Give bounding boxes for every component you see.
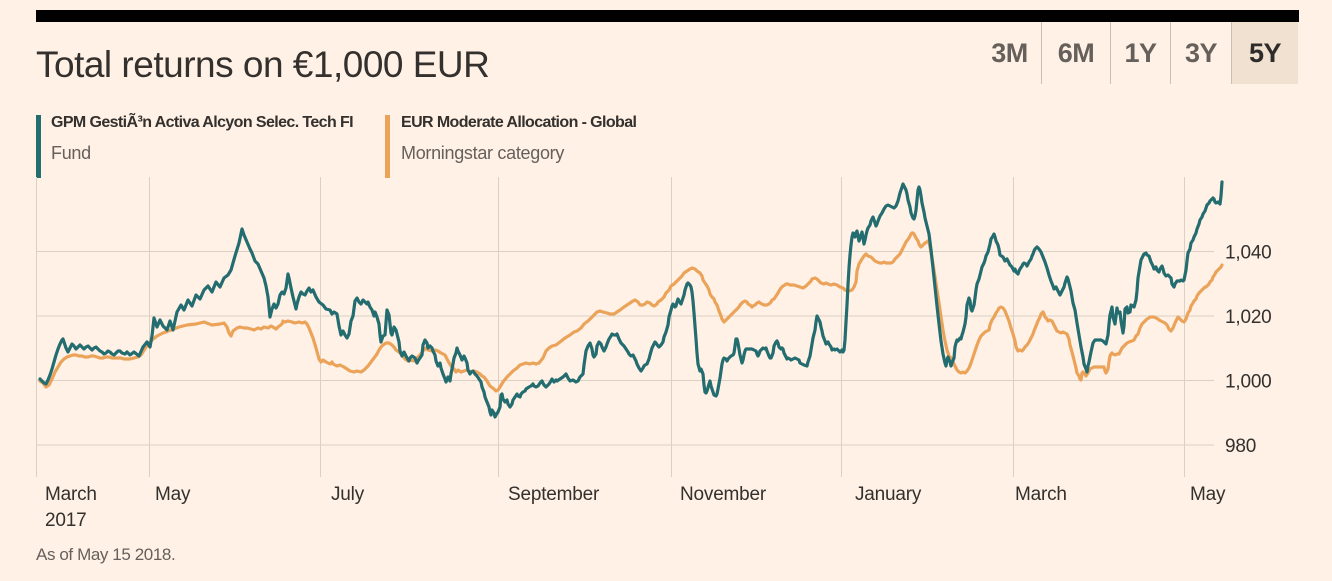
svg-text:1,020: 1,020 <box>1225 307 1272 328</box>
svg-text:November: November <box>680 484 767 505</box>
svg-text:1,000: 1,000 <box>1225 372 1272 393</box>
svg-text:1,040: 1,040 <box>1225 243 1272 264</box>
svg-text:March: March <box>45 484 97 505</box>
svg-text:May: May <box>155 484 191 505</box>
svg-text:January: January <box>855 484 922 505</box>
svg-text:2017: 2017 <box>45 510 86 531</box>
svg-text:980: 980 <box>1225 436 1256 457</box>
svg-text:September: September <box>508 484 600 505</box>
svg-text:July: July <box>331 484 365 505</box>
svg-text:May: May <box>1190 484 1226 505</box>
svg-text:March: March <box>1015 484 1067 505</box>
